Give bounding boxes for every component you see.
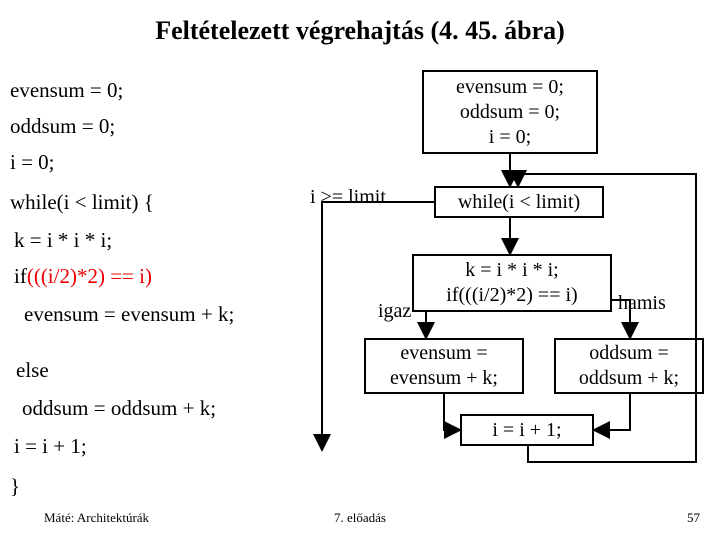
flow-while-text: while(i < limit) <box>458 190 580 215</box>
flow-box-while: while(i < limit) <box>434 186 604 218</box>
code-line-5: k = i * i * i; <box>14 228 314 253</box>
flow-odd-line2: oddsum + k; <box>579 366 679 391</box>
flow-cond-line1: k = i * i * i; <box>465 258 559 283</box>
code-if-condition: (((i/2)*2) == i) <box>27 264 152 288</box>
page-title: Feltételezett végrehajtás (4. 45. ábra) <box>0 16 720 46</box>
code-line-6: if(((i/2)*2) == i) <box>14 264 314 289</box>
code-line-9: oddsum = oddsum + k; <box>22 396 322 421</box>
flow-label-true: igaz <box>378 300 411 323</box>
flow-init-line2: oddsum = 0; <box>460 100 560 125</box>
flow-box-odd: oddsum = oddsum + k; <box>554 338 704 394</box>
flow-incr-text: i = i + 1; <box>492 418 561 443</box>
flow-init-line3: i = 0; <box>489 125 531 150</box>
code-line-1: evensum = 0; <box>10 78 310 103</box>
flow-cond-line2: if(((i/2)*2) == i) <box>446 283 577 308</box>
flow-label-ge: i >= limit <box>310 186 386 209</box>
code-line-7: evensum = evensum + k; <box>24 302 314 327</box>
code-if-keyword: if <box>14 264 27 288</box>
footer-center: 7. előadás <box>0 510 720 526</box>
flow-even-line1: evensum = <box>400 341 487 366</box>
code-line-10: i = i + 1; <box>14 434 314 459</box>
footer-right: 57 <box>687 510 700 526</box>
flow-init-line1: evensum = 0; <box>456 75 564 100</box>
code-line-8: else <box>16 358 316 383</box>
code-line-11: } <box>10 474 310 499</box>
flow-box-init: evensum = 0; oddsum = 0; i = 0; <box>422 70 598 154</box>
code-line-4: while(i < limit) { <box>10 190 310 215</box>
flow-odd-line1: oddsum = <box>589 341 669 366</box>
code-line-2: oddsum = 0; <box>10 114 310 139</box>
flow-box-even: evensum = evensum + k; <box>364 338 524 394</box>
flow-box-condition: k = i * i * i; if(((i/2)*2) == i) <box>412 254 612 312</box>
flow-even-line2: evensum + k; <box>390 366 498 391</box>
flow-label-false: hamis <box>618 292 666 315</box>
code-line-3: i = 0; <box>10 150 310 175</box>
flow-box-increment: i = i + 1; <box>460 414 594 446</box>
